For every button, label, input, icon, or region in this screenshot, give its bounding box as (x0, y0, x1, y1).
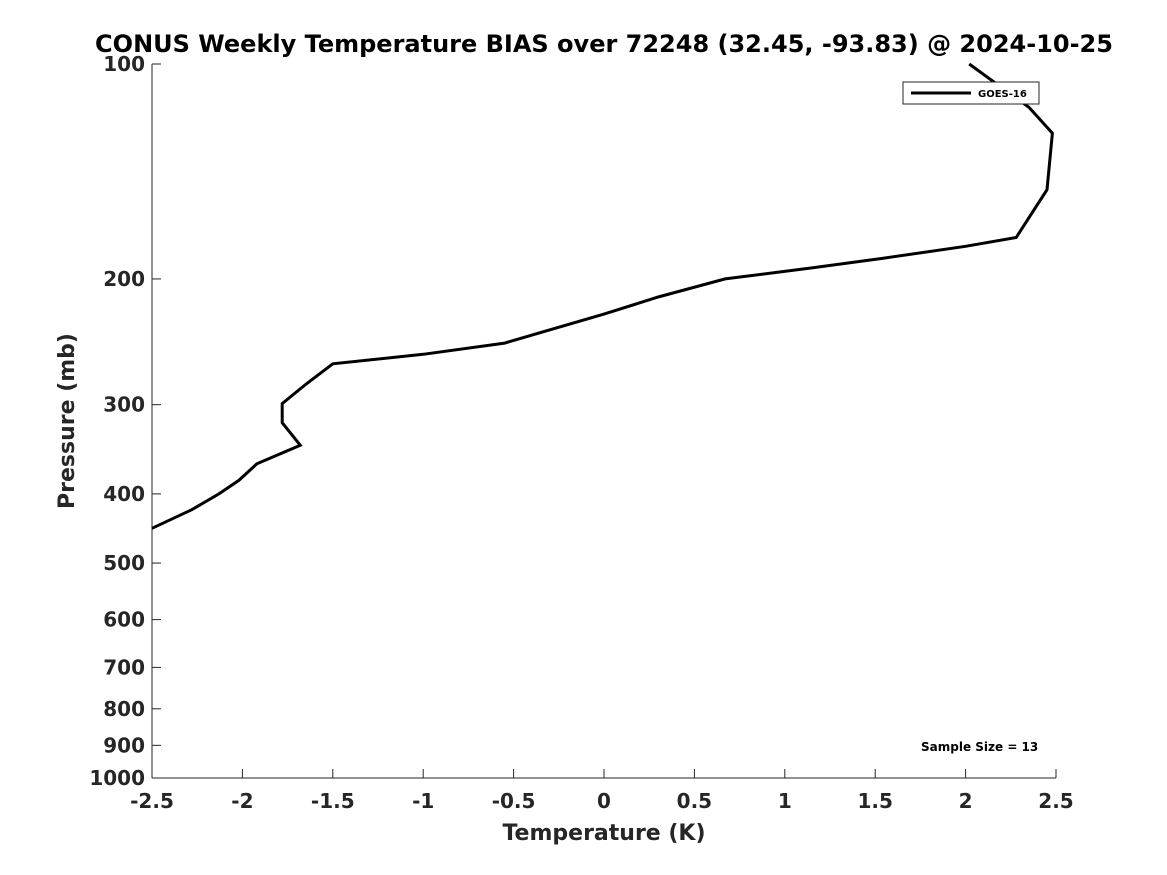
sample-size-annotation: Sample Size = 13 (921, 740, 1038, 754)
series-layer (151, 62, 1054, 530)
y-tick-label: 400 (103, 482, 145, 506)
y-axis-label: Pressure (mb) (55, 333, 80, 509)
y-tick-label: 1000 (89, 766, 145, 790)
y-tick-label: 800 (103, 697, 145, 721)
x-tick-label: -2.5 (130, 789, 174, 813)
series-line-goes-16 (151, 62, 1054, 530)
y-tick-label: 700 (103, 655, 145, 679)
y-tick-label: 900 (103, 733, 145, 757)
x-tick-label: 1 (778, 789, 792, 813)
x-tick-label: -1.5 (311, 789, 355, 813)
x-tick-label: -0.5 (492, 789, 536, 813)
chart-title: CONUS Weekly Temperature BIAS over 72248… (95, 30, 1113, 58)
x-ticks: -2.5 -2 -1.5 -1 -0.5 0 0.5 1 1.5 2 2.5 (130, 769, 1074, 813)
axes (151, 64, 1056, 779)
legend-label-goes-16: GOES-16 (978, 89, 1027, 100)
x-tick-label: 2.5 (1038, 789, 1073, 813)
y-ticks: 100 200 300 400 500 600 700 800 900 1000 (89, 52, 161, 790)
y-tick-label: 600 (103, 608, 145, 632)
y-tick-label: 200 (103, 267, 145, 291)
x-tick-label: 2 (959, 789, 973, 813)
x-tick-label: -2 (231, 789, 253, 813)
x-tick-label: 1.5 (857, 789, 892, 813)
legend: GOES-16 (902, 81, 1040, 105)
x-axis-label: Temperature (K) (502, 821, 705, 846)
y-tick-label: 500 (103, 551, 145, 575)
x-tick-label: 0 (597, 789, 611, 813)
y-tick-label: 100 (103, 52, 145, 76)
y-tick-label: 300 (103, 393, 145, 417)
x-tick-label: -1 (412, 789, 434, 813)
x-tick-label: 0.5 (677, 789, 712, 813)
